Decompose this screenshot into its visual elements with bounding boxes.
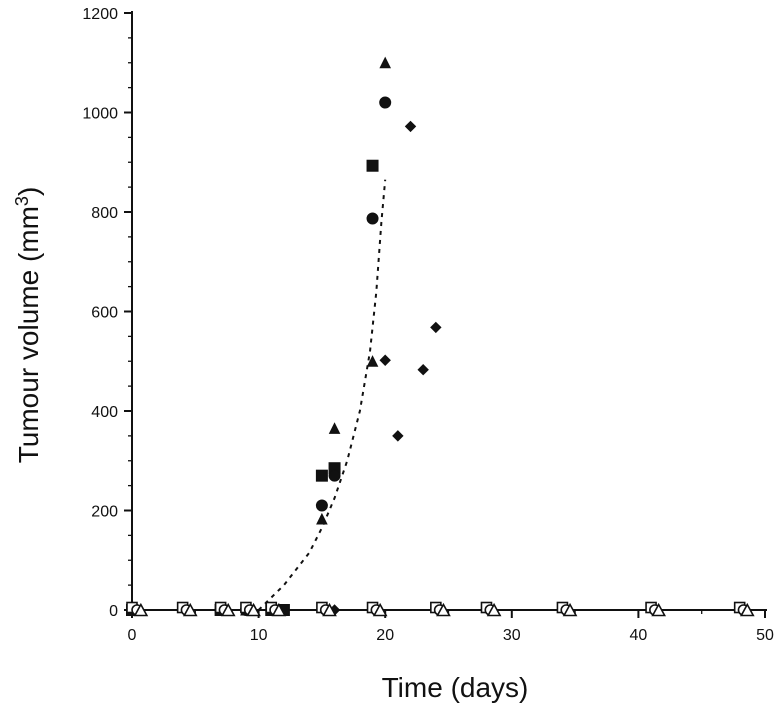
data-point-open-triangle [739, 602, 755, 617]
data-point-filled-diamond [379, 354, 391, 366]
x-tick-label: 10 [250, 627, 268, 644]
data-point-filled-square [366, 159, 379, 172]
data-point-open-triangle [220, 602, 236, 617]
x-tick-label: 40 [630, 627, 648, 644]
data-point-open-triangle [322, 602, 337, 617]
y-tick-label: 400 [91, 404, 118, 421]
series-filled-diamond [126, 120, 442, 616]
data-point-filled-triangle [328, 422, 341, 434]
data-point-filled-circle [366, 212, 379, 225]
y-axis-title-superscript: 3 [12, 196, 32, 206]
data-point-filled-diamond [430, 321, 442, 334]
y-tick-label: 200 [91, 504, 118, 521]
series-filled-circle [126, 96, 392, 616]
data-point-open-triangle [486, 602, 502, 617]
data-point-open-triangle [651, 602, 667, 617]
data-point-open-triangle [372, 602, 388, 617]
data-point-filled-diamond [404, 120, 417, 133]
data-point-open-triangle [436, 602, 451, 617]
series-filled-square [126, 159, 379, 616]
data-point-open-triangle [246, 602, 261, 617]
y-tick-label: 600 [91, 305, 118, 322]
y-axis-ticks: 0 200 400 600 800 1000 1200 [82, 6, 132, 620]
data-point-filled-circle [315, 499, 328, 512]
series-filled-triangle [126, 56, 392, 616]
data-point-filled-circle [328, 469, 341, 482]
y-axis-title: Tumour volume (mm3) [12, 187, 44, 464]
x-axis-title: Time (days) [382, 672, 529, 703]
x-tick-label: 0 [128, 627, 137, 644]
data-point-open-triangle [271, 602, 287, 617]
y-tick-label: 800 [91, 205, 118, 222]
dashed-fit-curve [257, 179, 387, 611]
y-axis-title-close: ) [13, 187, 44, 196]
data-series [126, 56, 755, 617]
data-point-filled-triangle [316, 512, 328, 525]
data-point-filled-circle [379, 96, 392, 109]
data-point-open-triangle [182, 602, 198, 617]
axes [131, 11, 767, 611]
x-axis-ticks: 0 10 20 30 40 50 [128, 610, 774, 644]
x-tick-label: 50 [756, 627, 774, 644]
x-tick-label: 30 [503, 627, 521, 644]
data-point-filled-square [315, 469, 328, 482]
data-point-filled-diamond [417, 364, 429, 376]
x-tick-label: 20 [376, 627, 394, 644]
data-point-open-triangle [562, 602, 578, 617]
data-point-filled-diamond [392, 430, 404, 442]
y-axis-title-main: Tumour volume (mm [13, 206, 44, 463]
y-tick-label: 0 [109, 603, 118, 620]
y-tick-label: 1000 [82, 106, 118, 123]
data-point-filled-triangle [379, 56, 392, 69]
data-point-open-triangle [133, 602, 149, 617]
y-tick-label: 1200 [82, 6, 118, 23]
series-open-triangle [133, 602, 755, 617]
data-point-filled-triangle [366, 355, 379, 367]
